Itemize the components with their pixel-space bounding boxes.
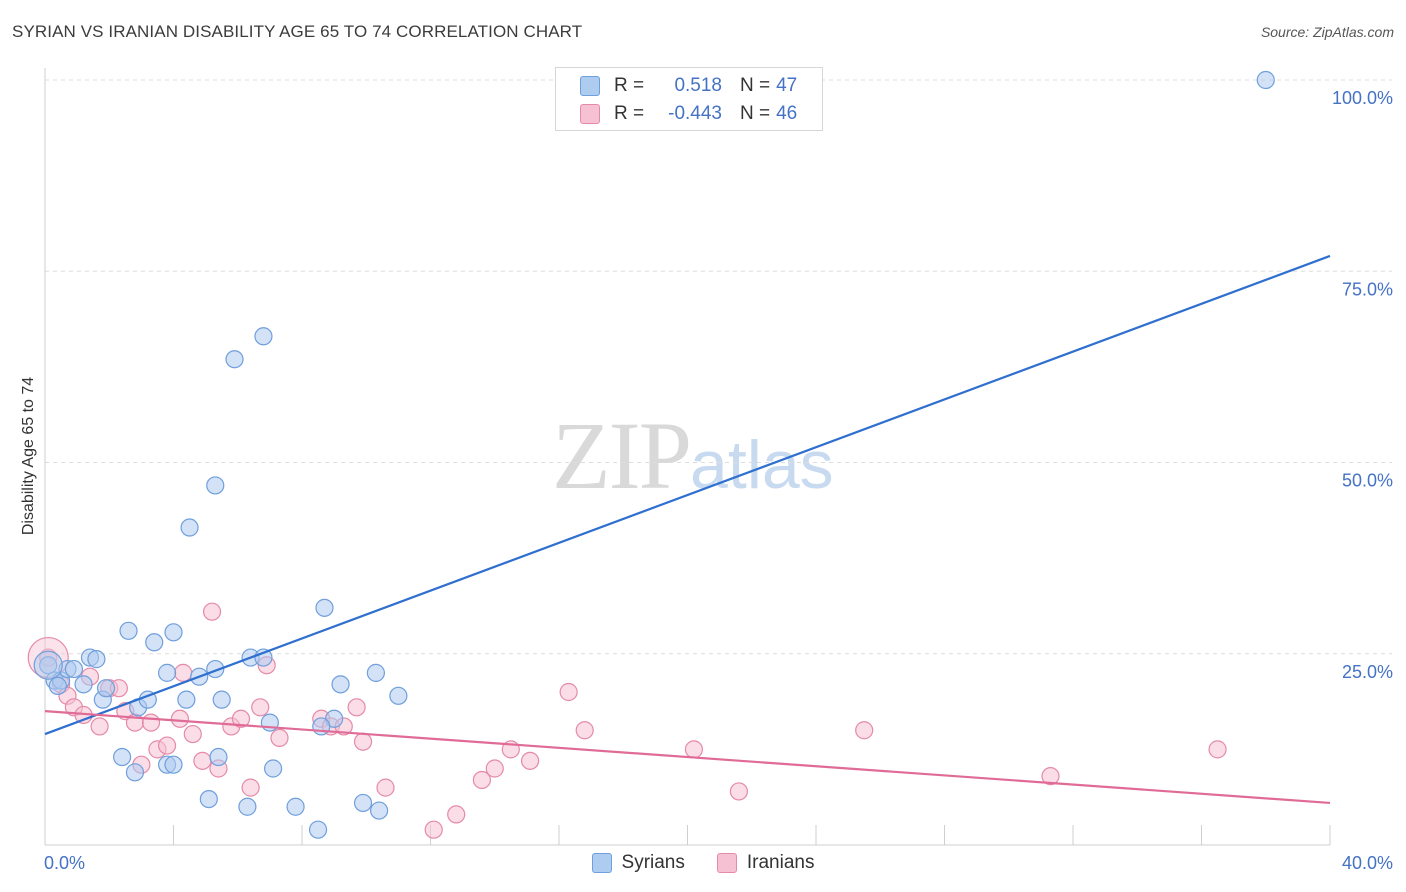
legend-item-iranians[interactable]: Iranians: [716, 852, 815, 874]
y-tick-label: 50.0%: [1342, 471, 1393, 491]
iranian-point: [520, 751, 540, 770]
source-label: Source: ZipAtlas.com: [1260, 24, 1394, 40]
iranian-point: [270, 728, 289, 748]
legend-row-iranians: R = -0.443 N = 46: [580, 101, 797, 127]
iranian-point: [729, 782, 749, 801]
iranian-point: [855, 721, 874, 740]
syrian-point: [263, 759, 283, 778]
syrian-point: [225, 350, 244, 369]
syrian-point: [315, 598, 334, 617]
iranian-point: [174, 663, 193, 682]
syrian-point: [1256, 70, 1275, 90]
syrian-point: [64, 659, 84, 679]
tick-labels: 25.0% 50.0% 75.0% 100.0% 0.0% 40.0%: [44, 88, 1393, 873]
r-label: R =: [614, 75, 645, 96]
y-tick-label: 100.0%: [1332, 88, 1393, 108]
series-legend: Syrians Iranians: [0, 852, 1406, 874]
iranian-point: [1041, 767, 1060, 786]
syrian-point: [48, 676, 67, 695]
iranians-label: Iranians: [746, 852, 815, 873]
iranian-point: [559, 682, 578, 702]
y-axis-label: Disability Age 65 to 74: [20, 377, 37, 535]
iranian-point: [447, 805, 466, 824]
syrian-point: [199, 789, 218, 809]
syrian-point: [180, 518, 199, 537]
iranian-point: [347, 698, 366, 717]
syrian-point: [286, 797, 305, 816]
n-value: 46: [776, 103, 798, 124]
syrian-point: [308, 820, 328, 839]
syrian-point: [212, 690, 231, 709]
iranian-point: [170, 709, 190, 728]
iranian-point: [1208, 740, 1227, 759]
x-tick-label: 0.0%: [44, 853, 85, 873]
syrian-point: [238, 797, 257, 816]
syrian-point: [157, 663, 177, 682]
r-label: R =: [614, 103, 645, 124]
n-label: N =: [740, 75, 771, 96]
syrian-point: [145, 633, 164, 652]
syrian-point: [177, 690, 196, 709]
iranian-point: [231, 709, 251, 728]
syrian-point: [370, 801, 389, 820]
r-value: 0.518: [674, 75, 722, 96]
gridlines: [45, 79, 1392, 655]
syrian-point: [164, 623, 183, 642]
syrian-point: [125, 763, 145, 782]
iranian-point: [183, 724, 202, 744]
syrians-trend-line: [44, 254, 1331, 736]
syrian-point: [87, 650, 106, 669]
axes: [44, 68, 1331, 846]
iranian-point: [353, 732, 373, 751]
trend-lines: [44, 254, 1331, 805]
iranian-point: [251, 698, 270, 717]
iranian-point: [472, 770, 491, 790]
iranian-point: [376, 778, 395, 797]
iranian-point: [575, 721, 594, 740]
n-value: 47: [776, 75, 798, 96]
iranian-point: [424, 820, 443, 839]
chart-title: SYRIAN VS IRANIAN DISABILITY AGE 65 TO 7…: [12, 22, 583, 41]
legend-row-syrians: R = 0.518 N = 47: [580, 73, 797, 99]
iranian-point: [157, 736, 177, 755]
r-value: -0.443: [668, 103, 722, 124]
syrian-point: [74, 675, 93, 694]
iranian-point: [684, 740, 704, 759]
y-tick-label: 25.0%: [1342, 662, 1393, 682]
iranian-point: [485, 759, 504, 778]
syrian-point: [389, 686, 408, 705]
y-tick-label: 75.0%: [1342, 279, 1393, 299]
syrian-point: [331, 675, 350, 694]
iranians-swatch: [580, 104, 600, 124]
iranian-point: [193, 751, 212, 770]
syrian-point: [164, 755, 183, 774]
iranian-point: [141, 713, 161, 732]
syrian-point: [119, 621, 138, 640]
iranian-point: [241, 778, 260, 797]
x-tick-label: 40.0%: [1342, 853, 1393, 873]
syrian-cluster-point: [33, 650, 63, 680]
n-label: N =: [740, 103, 771, 124]
correlation-legend: R = 0.518 N = 47 R = -0.443 N = 46: [555, 67, 823, 131]
syrian-point: [112, 747, 132, 767]
syrian-point: [366, 663, 385, 682]
syrians-label: Syrians: [621, 852, 685, 873]
syrians-swatch: [580, 76, 600, 96]
syrian-point: [209, 747, 228, 767]
legend-item-syrians[interactable]: Syrians: [591, 852, 685, 874]
syrian-point: [353, 793, 373, 813]
syrian-point: [96, 679, 116, 698]
iranians-swatch: [716, 853, 737, 873]
iranian-point: [90, 717, 109, 736]
syrian-point: [206, 476, 225, 495]
syrian-point: [254, 327, 273, 346]
iranians-trend-line: [44, 710, 1331, 805]
iranian-point: [202, 602, 222, 621]
syrians-swatch: [591, 853, 612, 873]
syrians-points: [33, 70, 1275, 839]
